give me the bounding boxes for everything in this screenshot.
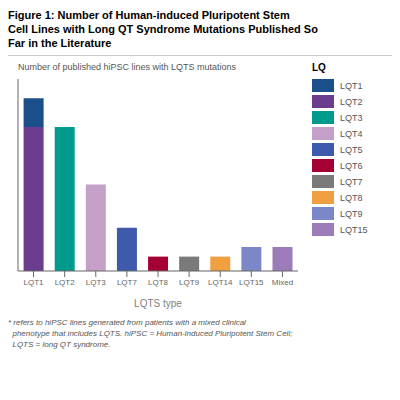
html-text:* refers to hiPSC lines genera: * refers to hiPSC lines generated from p… (8, 318, 246, 327)
html-text:LQT7: LQT7 (340, 176, 363, 187)
html-text:LQ: LQ (312, 62, 326, 73)
html-text:Number of published hiPSC line: Number of published hiPSC lines with LQT… (18, 62, 237, 72)
html-text:LQT6: LQT6 (340, 160, 363, 171)
svg-text:LQT1: LQT1 (24, 278, 45, 287)
html-text:Cell Lines with Long QT Syndro: Cell Lines with Long QT Syndrome Mutatio… (8, 23, 318, 35)
html-text:LQT9: LQT9 (340, 208, 363, 219)
html-text:phenotype that includes LQTS.: phenotype that includes LQTS. hiPSC = Hu… (8, 329, 293, 338)
html-text:LQT1: LQT1 (340, 80, 363, 91)
html-text:LQT3: LQT3 (340, 112, 363, 123)
html-text:Far in the Literature: Far in the Literature (8, 37, 112, 49)
svg-text:LQTS type: LQTS type (134, 298, 182, 309)
svg-text:LQT9: LQT9 (179, 278, 200, 287)
html-text:LQT8: LQT8 (340, 192, 363, 203)
html-text:Figure 1: Number of Human-indu: Figure 1: Number of Human-induced Plurip… (8, 9, 290, 21)
html-text:LQTS = long QT syndrome.: LQTS = long QT syndrome. (8, 340, 111, 349)
svg-text:LQT7: LQT7 (117, 278, 138, 287)
html-text:LQT4: LQT4 (340, 128, 363, 139)
html-text:LQT5: LQT5 (340, 144, 363, 155)
html-text:LQT2: LQT2 (340, 96, 363, 107)
svg-text:LQT3: LQT3 (86, 278, 107, 287)
svg-text:Mixed: Mixed (272, 278, 293, 287)
svg-text:LQT2: LQT2 (55, 278, 76, 287)
svg-text:LQT15: LQT15 (239, 278, 264, 287)
html-text:LQT15: LQT15 (340, 224, 368, 235)
svg-text:LQT8: LQT8 (148, 278, 169, 287)
svg-text:LQT14: LQT14 (208, 278, 233, 287)
